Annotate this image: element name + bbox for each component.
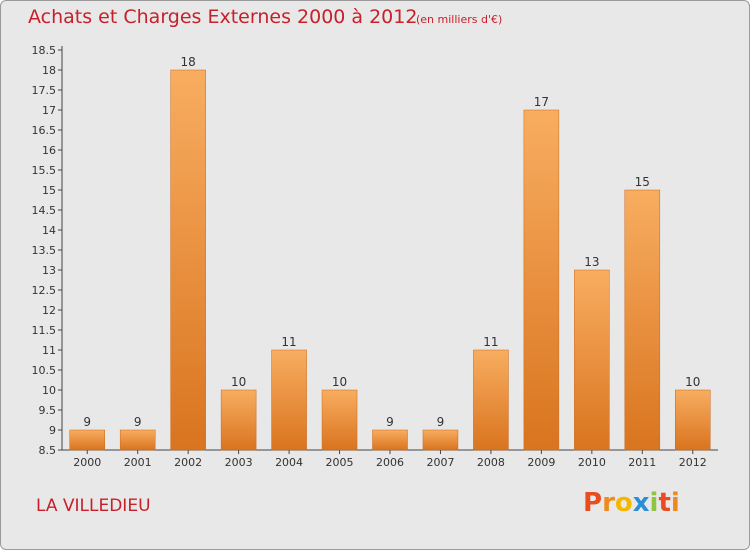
bar (69, 429, 105, 451)
chart-subtitle: (en milliers d'€) (416, 13, 503, 26)
y-tick-label: 16.5 (32, 124, 57, 137)
bar-value-label: 13 (584, 255, 599, 269)
commune-name: LA VILLEDIEU (36, 496, 151, 516)
x-tick-label: 2001 (124, 456, 152, 469)
bar (624, 189, 661, 451)
x-tick-label: 2012 (679, 456, 707, 469)
x-tick-label: 2005 (326, 456, 354, 469)
y-tick-label: 16 (42, 144, 56, 157)
y-tick-label: 14 (42, 224, 56, 237)
logo-letter: P (583, 488, 603, 518)
y-axis: 8.5 9 9.5 10 10.5 11 11.5 12 12.5 13 13.5 14 14.5 15 1… (32, 44, 63, 457)
y-tick-label: 8.5 (39, 444, 57, 457)
bar (422, 429, 459, 451)
x-tick-label: 2007 (426, 456, 454, 469)
x-tick-label: 2009 (527, 456, 555, 469)
y-tick-label: 11.5 (32, 324, 57, 337)
y-tick-label: 10 (42, 384, 56, 397)
chart-title: Achats et Charges Externes 2000 à 2012 (28, 6, 418, 28)
y-tick-label: 11 (42, 344, 56, 357)
bar-value-label: 10 (332, 375, 347, 389)
y-tick-label: 15 (42, 184, 56, 197)
x-tick-label: 2011 (628, 456, 656, 469)
logo-letter: i (670, 488, 680, 518)
x-tick-label: 2002 (174, 456, 202, 469)
x-tick-label: 2003 (225, 456, 253, 469)
y-tick-label: 13 (42, 264, 56, 277)
y-tick-label: 12 (42, 304, 56, 317)
bar (675, 389, 711, 451)
x-tick-label: 2000 (73, 456, 101, 469)
bar-value-label: 9 (386, 415, 394, 429)
bar-value-label: 9 (134, 415, 142, 429)
y-tick-label: 17.5 (32, 84, 57, 97)
logo-letter: x (632, 488, 650, 518)
bar (170, 69, 206, 451)
y-tick-label: 9 (49, 424, 56, 437)
y-tick-label: 15.5 (32, 164, 57, 177)
bar (523, 109, 560, 451)
x-tick-label: 2010 (578, 456, 606, 469)
y-tick-label: 18 (42, 64, 56, 77)
y-tick-label: 12.5 (32, 284, 57, 297)
proxiti-logo: Proxiti (583, 488, 680, 518)
bar (321, 389, 358, 451)
logo-letter: i (649, 488, 659, 518)
x-axis: 2000 2001 2002 2003 2004 2005 2006 2007 2008 2009… (62, 449, 718, 469)
logo-letter: t (658, 488, 671, 518)
bar (271, 349, 307, 451)
y-tick-label: 18.5 (32, 44, 57, 57)
bars: 9 9 18 10 11 10 9 9 11 17 13 15 10 (69, 55, 711, 451)
y-tick-label: 17 (42, 104, 56, 117)
bar-value-label: 11 (483, 335, 498, 349)
bar-value-label: 15 (635, 175, 650, 189)
bar-value-label: 10 (231, 375, 246, 389)
bar-value-label: 10 (685, 375, 700, 389)
bar (574, 269, 610, 451)
x-tick-label: 2008 (477, 456, 505, 469)
bar (372, 429, 408, 451)
y-tick-label: 13.5 (32, 244, 57, 257)
bar (220, 389, 257, 451)
x-tick-label: 2006 (376, 456, 404, 469)
bar-value-label: 11 (281, 335, 296, 349)
y-tick-label: 10.5 (32, 364, 57, 377)
bar-value-label: 9 (83, 415, 91, 429)
x-tick-label: 2004 (275, 456, 303, 469)
logo-letter: r (602, 488, 615, 518)
bar-value-label: 18 (181, 55, 196, 69)
bar-value-label: 9 (437, 415, 445, 429)
bar-value-label: 17 (534, 95, 549, 109)
bar (473, 349, 509, 451)
bar (119, 429, 156, 451)
y-tick-label: 9.5 (39, 404, 57, 417)
logo-letter: o (614, 488, 633, 518)
y-tick-label: 14.5 (32, 204, 57, 217)
